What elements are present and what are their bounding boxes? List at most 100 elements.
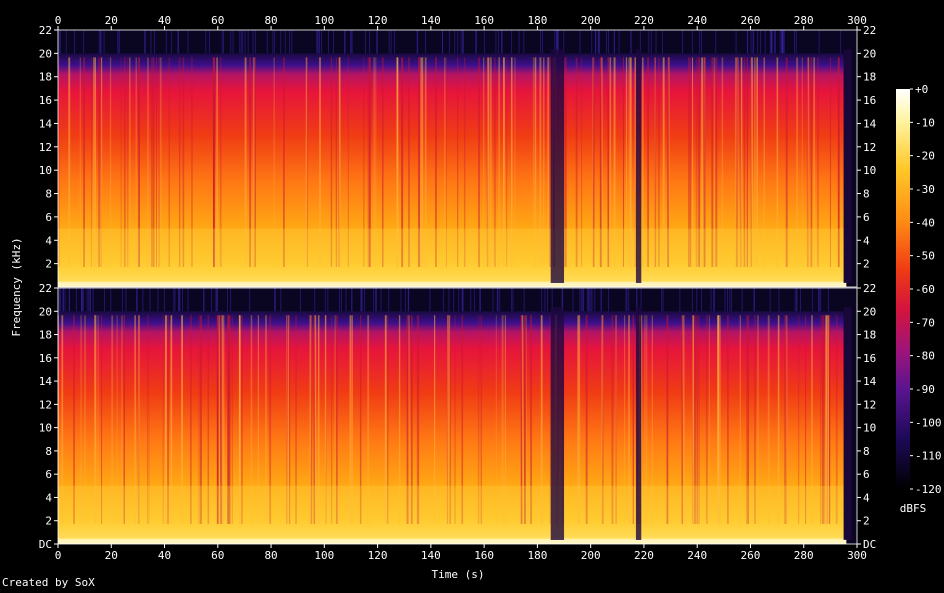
y-tick-label-right: 12	[863, 141, 876, 154]
x-tick-label-top: 0	[55, 14, 62, 27]
y-tick-label-left: 4	[45, 491, 52, 504]
y-tick-label-left: 2	[45, 515, 52, 528]
y-tick-label-right: 6	[863, 468, 870, 481]
colorbar-gradient	[896, 89, 910, 489]
x-tick-label-bottom: 200	[581, 549, 601, 562]
dropout-region	[843, 49, 852, 284]
spectrogram-channel-1	[57, 29, 858, 288]
y-axis-label: Frequency (kHz)	[10, 237, 23, 336]
x-tick-label-bottom: 240	[687, 549, 707, 562]
y-tick-label-right: 14	[863, 117, 877, 130]
credit-text: Created by SoX	[2, 576, 95, 589]
channel-border	[57, 287, 858, 545]
y-tick-label-left: 18	[39, 329, 52, 342]
colorbar-tick-label: -100	[915, 416, 942, 429]
y-tick-label-right: 22	[863, 282, 876, 295]
y-tick-label-left: 8	[45, 445, 52, 458]
x-tick-label-bottom: 220	[634, 549, 654, 562]
y-tick-label-left: 20	[39, 47, 52, 60]
x-tick-label-top: 280	[794, 14, 814, 27]
spectrogram-panels	[57, 29, 858, 545]
colorbar-tick-label: -70	[915, 316, 935, 329]
x-tick-label-bottom: 0	[55, 549, 62, 562]
y-tick-label-right: DC	[863, 538, 876, 551]
x-axis: 0 0 20 20 40 40 60 60 80 80 100 100 120 120 140 140 160 1…	[55, 14, 867, 562]
y-tick-label-right: 2	[863, 258, 870, 271]
y-tick-label-left: 16	[39, 94, 52, 107]
colorbar: +0 -10 -20 -30 -40 -50 -60 -70 -80 -90 -100 -110 -12…	[896, 83, 942, 515]
y-tick-label-right: 4	[863, 491, 870, 504]
colorbar-tick-label: -40	[915, 216, 935, 229]
x-tick-label-top: 120	[368, 14, 388, 27]
x-tick-label-bottom: 180	[527, 549, 547, 562]
y-tick-label-right: 20	[863, 47, 876, 60]
colorbar-tick-label: -50	[915, 250, 935, 263]
colorbar-tick-label: -60	[915, 283, 935, 296]
x-tick-label-bottom: 260	[741, 549, 761, 562]
x-tick-label-bottom: 140	[421, 549, 441, 562]
x-tick-label-top: 180	[527, 14, 547, 27]
y-tick-label-right: 20	[863, 305, 876, 318]
y-tick-label-right: 16	[863, 94, 876, 107]
dropout-region	[550, 307, 565, 540]
x-tick-label-bottom: 160	[474, 549, 494, 562]
y-tick-label-left: DC	[39, 538, 52, 551]
y-tick-label-right: 6	[863, 211, 870, 224]
y-tick-label-left: 6	[45, 468, 52, 481]
x-tick-label-bottom: 120	[368, 549, 388, 562]
colorbar-label: dBFS	[900, 502, 927, 515]
y-tick-label-left: 22	[39, 282, 52, 295]
channel-border	[57, 29, 858, 288]
y-tick-label-left: 4	[45, 234, 52, 247]
dropout-region	[843, 307, 852, 540]
x-tick-label-top: 20	[105, 14, 118, 27]
y-tick-label-left: 14	[39, 375, 53, 388]
colorbar-tick-label: -90	[915, 383, 935, 396]
y-tick-label-right: 14	[863, 375, 877, 388]
x-tick-label-top: 200	[581, 14, 601, 27]
y-tick-label-left: 12	[39, 141, 52, 154]
y-tick-label-right: 2	[863, 515, 870, 528]
colorbar-tick-label: -10	[915, 116, 935, 129]
dropout-region	[550, 49, 565, 284]
colorbar-tick-label: -30	[915, 183, 935, 196]
dropout-region	[635, 307, 642, 540]
y-tick-label-right: 12	[863, 398, 876, 411]
y-tick-label-left: 2	[45, 258, 52, 271]
x-tick-label-bottom: 100	[314, 549, 334, 562]
x-tick-label-bottom: 80	[264, 549, 277, 562]
x-axis-label: Time (s)	[432, 568, 485, 581]
x-tick-label-bottom: 300	[847, 549, 867, 562]
y-tick-label-right: 8	[863, 188, 870, 201]
y-tick-label-right: 10	[863, 164, 876, 177]
y-tick-label-right: 4	[863, 234, 870, 247]
x-tick-label-top: 260	[741, 14, 761, 27]
y-tick-label-right: 10	[863, 422, 876, 435]
y-tick-label-left: 12	[39, 398, 52, 411]
x-tick-label-top: 140	[421, 14, 441, 27]
spectrum-energy	[58, 311, 844, 544]
colorbar-tick-label: -80	[915, 350, 935, 363]
dropout-region	[635, 49, 642, 284]
y-tick-label-right: 22	[863, 24, 876, 37]
y-tick-label-right: 8	[863, 445, 870, 458]
y-tick-label-left: 8	[45, 188, 52, 201]
x-tick-label-top: 160	[474, 14, 494, 27]
x-tick-label-top: 300	[847, 14, 867, 27]
y-tick-label-right: 18	[863, 71, 876, 84]
y-tick-label-left: 20	[39, 305, 52, 318]
colorbar-tick-label: -110	[915, 450, 942, 463]
y-tick-label-left: 10	[39, 164, 52, 177]
y-tick-label-left: 6	[45, 211, 52, 224]
x-tick-label-top: 100	[314, 14, 334, 27]
y-tick-label-right: 18	[863, 329, 876, 342]
colorbar-tick-label: -120	[915, 483, 942, 496]
x-tick-label-top: 60	[211, 14, 224, 27]
y-tick-label-left: 16	[39, 352, 52, 365]
y-tick-label-left: 18	[39, 71, 52, 84]
y-tick-label-left: 14	[39, 117, 53, 130]
dc-band	[58, 539, 847, 544]
x-tick-label-bottom: 280	[794, 549, 814, 562]
